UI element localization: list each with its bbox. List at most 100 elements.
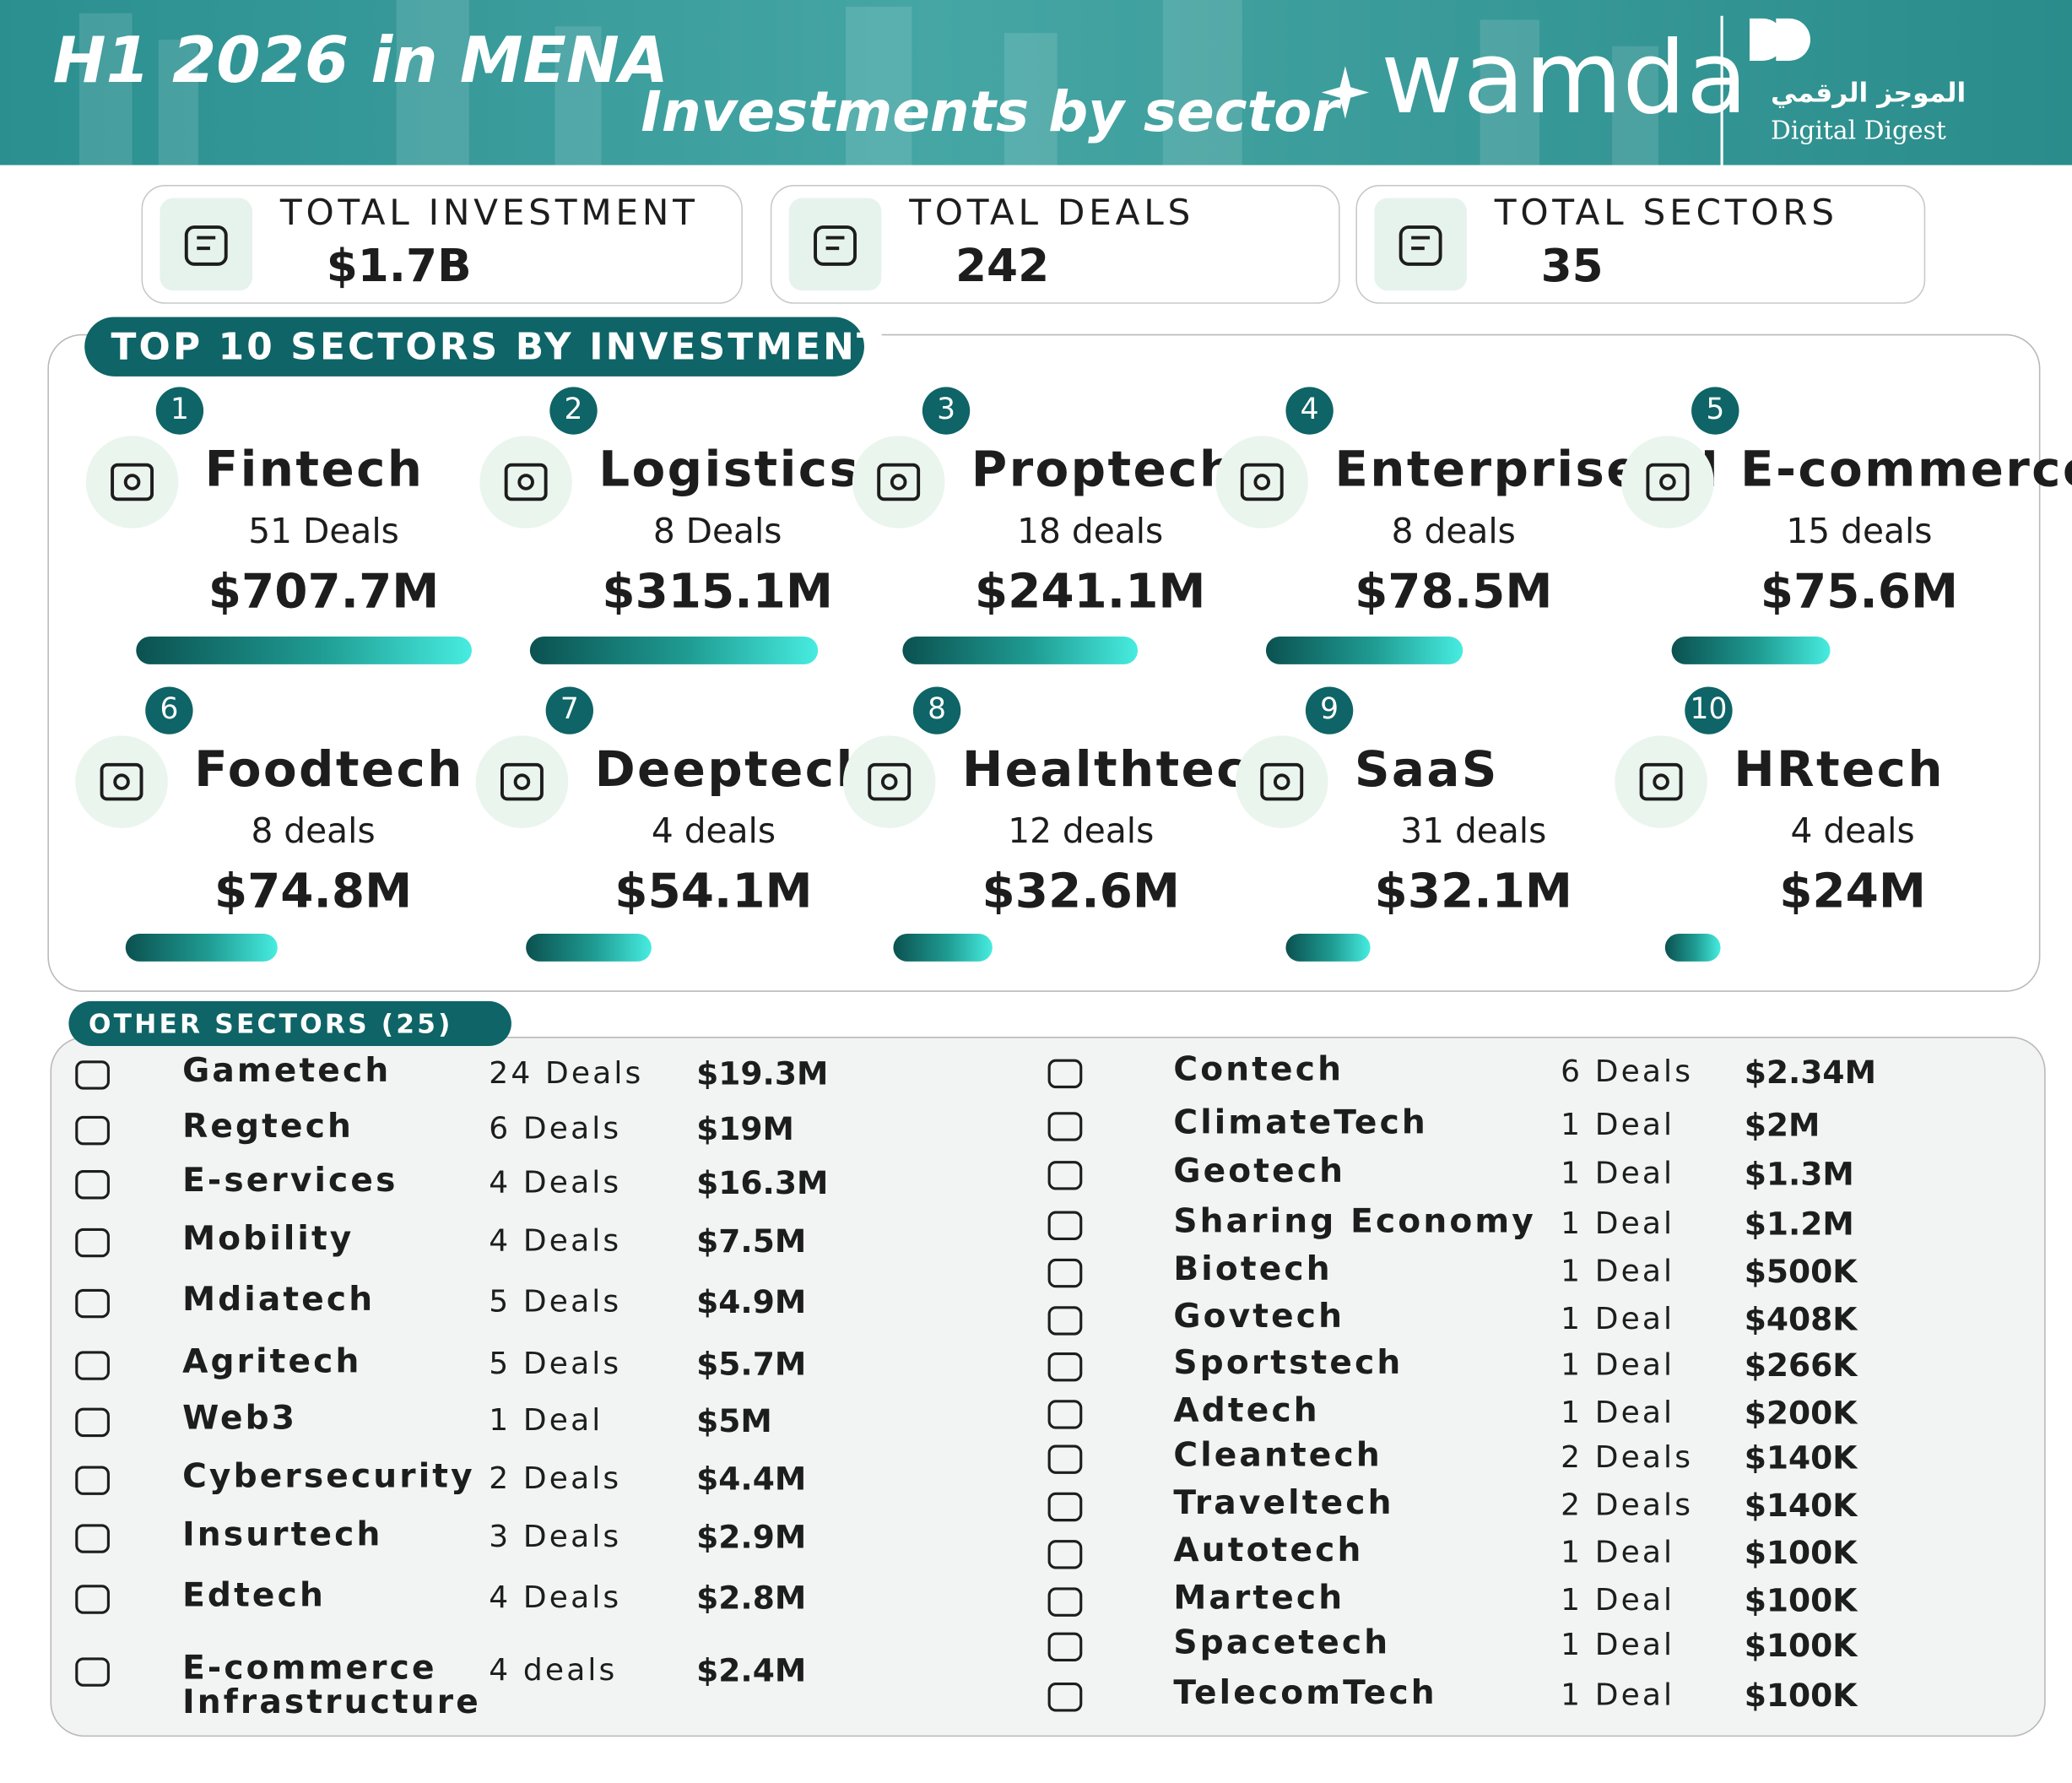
- sector-icon: [75, 735, 168, 828]
- row-amount: $5.7M: [696, 1346, 807, 1383]
- row-amount: $1.3M: [1744, 1155, 1854, 1193]
- sector-bar: [1671, 637, 1831, 664]
- sector-name: Proptech: [971, 441, 1236, 498]
- row-deals: 2 Deals: [1561, 1440, 1694, 1476]
- row-amount: $2.4M: [696, 1652, 807, 1689]
- row-icon: [72, 1578, 114, 1620]
- sector-amount: $24M: [1779, 864, 1926, 919]
- row-name: E-commerce Infrastructure: [182, 1648, 481, 1721]
- kpi-value: 35: [1540, 240, 1604, 294]
- row-icon: [72, 1054, 114, 1096]
- sector-name: Deeptech: [594, 740, 874, 798]
- row-name: Agritech: [182, 1341, 362, 1380]
- sector-deals: 4 deals: [651, 812, 776, 853]
- row-deals: 1 Deal: [1561, 1536, 1675, 1571]
- sector-bar: [1285, 934, 1371, 962]
- skyline: [78, 0, 1658, 165]
- row-icon: [1044, 1439, 1086, 1481]
- row-name: E-services: [182, 1161, 398, 1200]
- row-name: Cleantech: [1173, 1435, 1382, 1474]
- kpi-label: TOTAL SECTORS: [1494, 192, 1838, 234]
- row-deals: 4 Deals: [489, 1166, 622, 1201]
- row-amount: $100K: [1744, 1582, 1858, 1619]
- sector-amount: $241.1M: [974, 565, 1206, 620]
- row-amount: $140K: [1744, 1487, 1858, 1525]
- sector-amount: $315.1M: [602, 565, 833, 620]
- row-deals: 5 Deals: [489, 1285, 622, 1320]
- sector-bar: [1265, 637, 1463, 664]
- row-amount: $4.9M: [696, 1283, 807, 1321]
- row-icon: [72, 1651, 114, 1694]
- row-deals: 1 Deal: [1561, 1583, 1675, 1618]
- sector-icon: [1615, 735, 1707, 828]
- sector-icon: [1215, 436, 1309, 528]
- row-name: Edtech: [182, 1575, 326, 1614]
- partner: Digital Digest: [1771, 116, 1946, 146]
- row-name: Geotech: [1173, 1152, 1346, 1190]
- kpi-icon: [160, 198, 253, 291]
- sector-amount: $32.1M: [1374, 864, 1572, 919]
- row-deals: 2 Deals: [1561, 1488, 1694, 1523]
- row-name: Regtech: [182, 1106, 354, 1146]
- row-icon: [72, 1282, 114, 1325]
- row-name: Govtech: [1173, 1297, 1345, 1336]
- divider: [1720, 15, 1723, 188]
- sector-name: Logistics: [598, 441, 861, 498]
- sector-deals: 12 deals: [1008, 812, 1155, 853]
- row-amount: $2.34M: [1744, 1054, 1876, 1092]
- rank-badge: 4: [1285, 387, 1334, 435]
- row-name: Autotech: [1173, 1531, 1364, 1569]
- row-name: Web3: [182, 1398, 298, 1438]
- row-amount: $1.2M: [1744, 1206, 1854, 1244]
- row-icon: [1044, 1676, 1086, 1718]
- row-icon: [1044, 1533, 1086, 1575]
- row-name: Gametech: [182, 1051, 392, 1090]
- row-icon: [1044, 1393, 1086, 1435]
- rank-badge: 7: [545, 686, 593, 734]
- row-name: Mobility: [182, 1218, 354, 1258]
- other-title: OTHER SECTORS (25): [68, 1000, 511, 1047]
- kpi-icon: [788, 198, 882, 291]
- row-deals: 1 Deal: [1561, 1157, 1675, 1192]
- sector-deals: 51 Deals: [248, 512, 399, 552]
- row-name: Martech: [1173, 1578, 1345, 1617]
- sparkle-icon: [1321, 66, 1370, 119]
- rank-badge: 1: [155, 387, 204, 435]
- row-amount: $7.5M: [696, 1222, 807, 1260]
- sector-deals: 8 deals: [251, 812, 376, 853]
- row-deals: 5 Deals: [489, 1347, 622, 1382]
- row-deals: 2 Deals: [489, 1461, 622, 1497]
- sector-bar: [902, 637, 1139, 664]
- sector-bar: [526, 934, 652, 962]
- sector-deals: 31 deals: [1400, 812, 1547, 853]
- row-name: Mdiatech: [182, 1279, 376, 1319]
- sector-bar: [125, 934, 278, 962]
- row-icon: [72, 1460, 114, 1502]
- row-icon: [1044, 1205, 1086, 1247]
- row-name: Adtech: [1173, 1390, 1320, 1429]
- sector-name: Healthtech: [961, 740, 1285, 798]
- row-amount: $140K: [1744, 1439, 1858, 1477]
- sector-bar: [136, 637, 472, 664]
- row-icon: [1044, 1346, 1086, 1388]
- row-deals: 4 Deals: [489, 1580, 622, 1616]
- sector-deals: 4 deals: [1790, 812, 1915, 853]
- row-name: Contech: [1173, 1049, 1344, 1089]
- sector-deals: 8 Deals: [652, 512, 782, 552]
- sector-name: Fintech: [204, 441, 425, 498]
- sector-icon: [475, 735, 569, 828]
- sector-bar: [529, 637, 819, 664]
- other-panel: [50, 1037, 2046, 1737]
- row-deals: 24 Deals: [489, 1056, 644, 1092]
- partner-arabic: الموجز الرقمي: [1771, 76, 1967, 109]
- row-icon: [1044, 1053, 1086, 1095]
- kpi-label: TOTAL DEALS: [909, 192, 1195, 234]
- sector-icon: [842, 735, 936, 828]
- row-deals: 3 Deals: [489, 1520, 622, 1555]
- row-name: Traveltech: [1173, 1482, 1394, 1522]
- row-deals: 1 Deal: [1561, 1255, 1675, 1289]
- row-icon: [1044, 1581, 1086, 1623]
- row-name: Insurtech: [182, 1515, 383, 1553]
- rank-badge: 3: [922, 387, 971, 435]
